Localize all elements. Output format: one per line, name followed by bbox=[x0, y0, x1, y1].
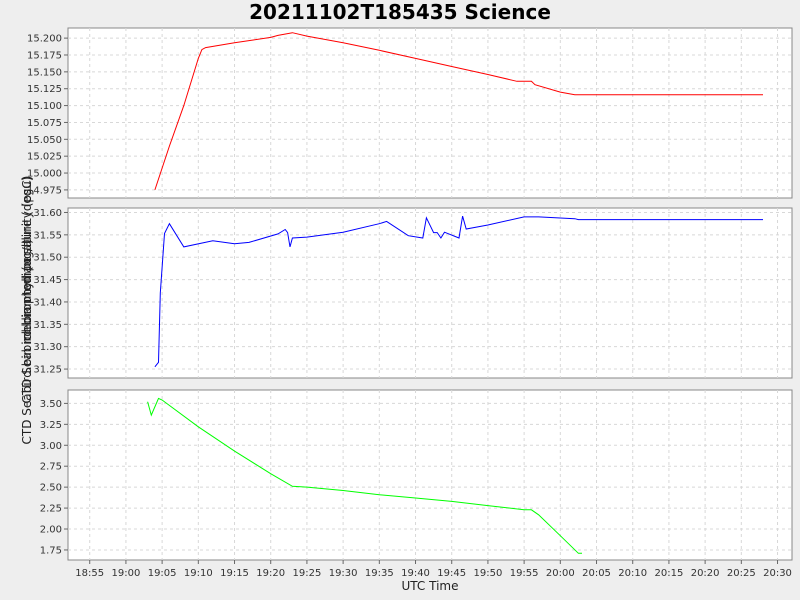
y-axis-label: chlorophyll (ug/l) bbox=[20, 239, 34, 341]
y-tick-label: 15.150 bbox=[27, 67, 62, 78]
x-tick-label: 19:40 bbox=[401, 568, 430, 579]
y-tick-label: 15.200 bbox=[27, 34, 62, 45]
y-tick-label: 31.30 bbox=[33, 342, 62, 353]
y-tick-label: 31.25 bbox=[33, 365, 62, 376]
y-tick-label: 14.975 bbox=[27, 185, 62, 196]
y-tick-label: 15.075 bbox=[27, 118, 62, 129]
y-tick-label: 31.35 bbox=[33, 320, 62, 331]
y-tick-label: 3.50 bbox=[40, 399, 62, 410]
y-tick-label: 31.55 bbox=[33, 230, 62, 241]
x-tick-label: 19:35 bbox=[365, 568, 394, 579]
series-line bbox=[154, 32, 763, 191]
y-tick-label: 15.100 bbox=[27, 101, 62, 112]
x-tick-label: 19:55 bbox=[510, 568, 539, 579]
chart-title: 20211102T185435 Science bbox=[249, 0, 551, 24]
y-tick-label: 3.00 bbox=[40, 441, 62, 452]
y-tick-label: 31.40 bbox=[33, 297, 62, 308]
y-tick-label: 15.175 bbox=[27, 50, 62, 61]
y-tick-label: 2.75 bbox=[40, 462, 62, 473]
y-tick-label: 31.60 bbox=[33, 208, 62, 219]
panel-frame bbox=[67, 389, 793, 561]
y-tick-label: 1.75 bbox=[40, 545, 62, 556]
series-line bbox=[154, 215, 763, 368]
x-tick-label: 20:00 bbox=[546, 568, 575, 579]
x-tick-label: 19:30 bbox=[329, 568, 358, 579]
x-tick-label: 19:20 bbox=[256, 568, 285, 579]
y-tick-label: 15.050 bbox=[27, 135, 62, 146]
x-tick-label: 19:15 bbox=[220, 568, 249, 579]
x-tick-label: 18:55 bbox=[75, 568, 104, 579]
panel-frame bbox=[67, 27, 793, 199]
x-axis-label: UTC Time bbox=[402, 579, 459, 593]
y-tick-label: 3.25 bbox=[40, 420, 62, 431]
x-tick-label: 19:10 bbox=[184, 568, 213, 579]
y-tick-label: 15.125 bbox=[27, 84, 62, 95]
x-tick-label: 20:05 bbox=[582, 568, 611, 579]
y-tick-label: 2.00 bbox=[40, 525, 62, 536]
x-tick-label: 20:25 bbox=[727, 568, 756, 579]
y-tick-label: 15.025 bbox=[27, 152, 62, 163]
x-tick-label: 19:25 bbox=[293, 568, 322, 579]
y-tick-label: 31.50 bbox=[33, 253, 62, 264]
x-tick-label: 20:30 bbox=[763, 568, 792, 579]
panel-frame bbox=[67, 207, 793, 379]
series-line bbox=[147, 397, 582, 554]
y-tick-label: 2.50 bbox=[40, 483, 62, 494]
x-tick-label: 19:50 bbox=[474, 568, 503, 579]
x-tick-label: 20:10 bbox=[618, 568, 647, 579]
x-tick-label: 19:45 bbox=[437, 568, 466, 579]
y-tick-label: 2.25 bbox=[40, 504, 62, 515]
y-axis-label: CTD Seabird.bin median salinity (psu) bbox=[20, 176, 34, 403]
x-tick-label: 19:05 bbox=[148, 568, 177, 579]
x-tick-label: 20:20 bbox=[691, 568, 720, 579]
y-axis-label: CTD Seabird.bin median temperature (degC… bbox=[20, 176, 34, 445]
x-tick-label: 19:00 bbox=[112, 568, 141, 579]
x-tick-label: 20:15 bbox=[655, 568, 684, 579]
y-tick-label: 31.45 bbox=[33, 275, 62, 286]
y-tick-label: 15.000 bbox=[27, 169, 62, 180]
